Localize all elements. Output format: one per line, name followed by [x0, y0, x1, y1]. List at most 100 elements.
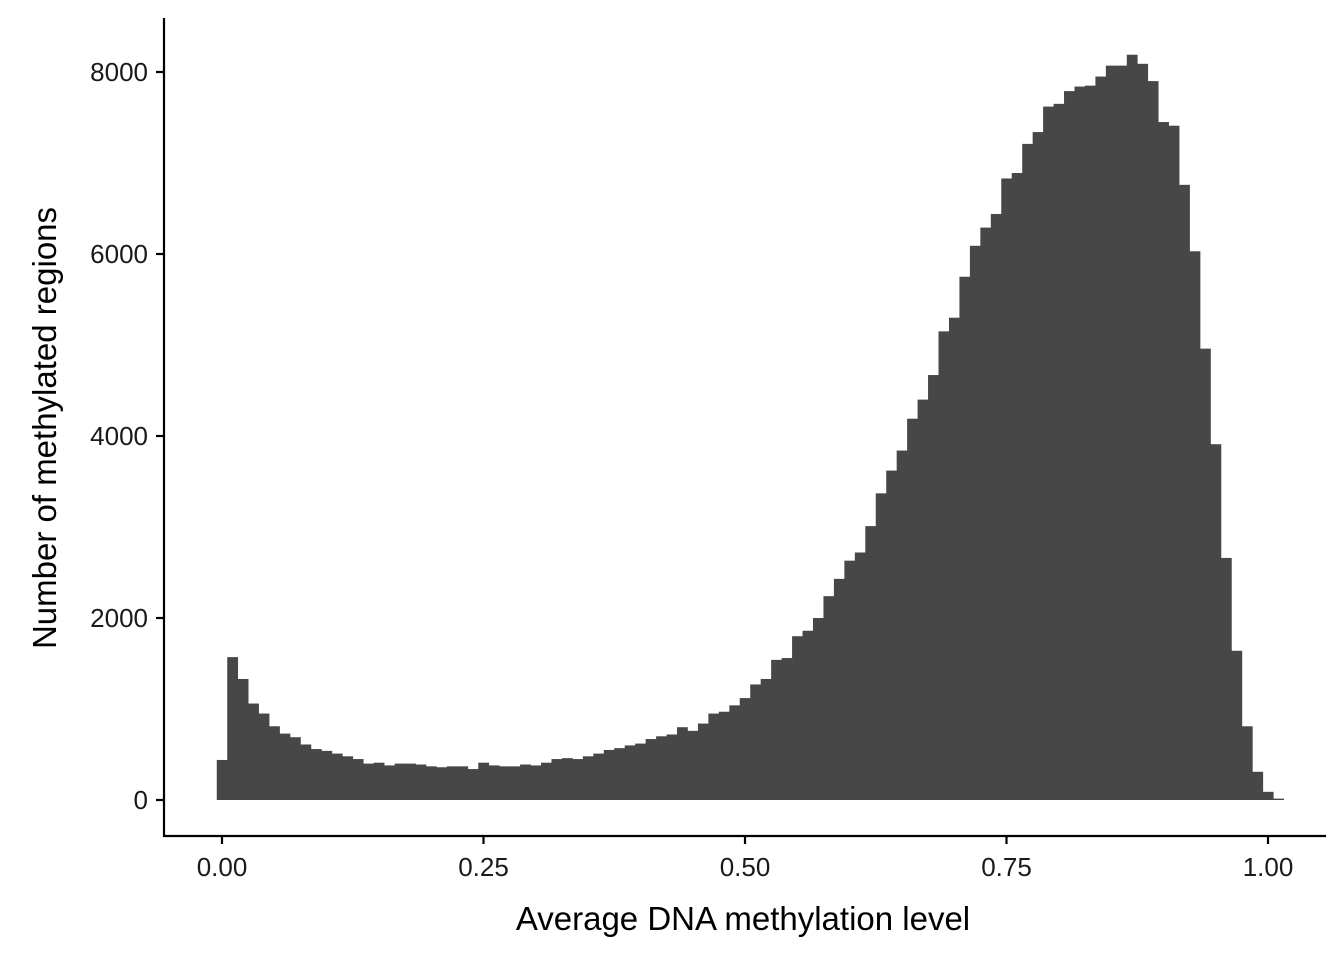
histogram-bar [948, 317, 960, 800]
histogram-bar [405, 763, 416, 800]
histogram-bar [959, 276, 971, 800]
histogram-bar [928, 375, 939, 800]
histogram-bar [384, 765, 395, 800]
histogram-bar [645, 739, 657, 800]
histogram-bar [792, 636, 803, 800]
x-tick-label: 0.75 [981, 852, 1032, 882]
bars-layer [216, 54, 1285, 801]
histogram-bar [718, 711, 730, 800]
histogram-bar [1231, 650, 1243, 800]
histogram-bar [551, 759, 563, 800]
histogram-bar [582, 756, 594, 800]
histogram-bar [457, 766, 469, 800]
histogram-bar [258, 713, 270, 800]
y-tick-label: 8000 [90, 57, 148, 87]
histogram-bar [875, 493, 887, 800]
histogram-bar [1158, 122, 1169, 801]
histogram-bar [499, 766, 510, 800]
histogram-bar [289, 737, 301, 800]
histogram-bar [624, 745, 636, 800]
histogram-bar [1011, 173, 1023, 800]
histogram-bar [781, 658, 793, 800]
histogram-bar [478, 762, 490, 800]
histogram-bar [1200, 348, 1211, 800]
y-tick-label: 4000 [90, 421, 148, 451]
histogram-bar [1053, 103, 1065, 801]
histogram-bar [666, 734, 678, 800]
histogram-bar [1168, 125, 1180, 800]
x-ticks-layer: 0.00 0.25 0.50 0.75 1.00 [197, 836, 1294, 882]
histogram-bar [739, 698, 751, 800]
histogram-bar [969, 245, 981, 800]
histogram-bar [1105, 65, 1117, 800]
histogram-bar [1262, 791, 1274, 800]
histogram-bar [812, 618, 824, 800]
histogram-bar [1189, 251, 1201, 800]
x-tick-label: 0.00 [197, 852, 248, 882]
histogram-bar [1273, 798, 1285, 800]
histogram-bar [656, 736, 667, 800]
histogram-bar [1179, 184, 1190, 801]
histogram-bar [467, 769, 479, 800]
histogram-bar [760, 678, 772, 800]
histogram-bar [321, 750, 333, 800]
histogram-bar [708, 713, 720, 800]
histogram-bar [352, 759, 364, 800]
histogram-bar [687, 730, 699, 800]
histogram-bar [227, 657, 239, 800]
histogram-bar [520, 764, 531, 800]
histogram-bar [1043, 106, 1054, 800]
histogram-bar [248, 703, 259, 800]
histogram-bar [750, 684, 762, 800]
histogram-bar [342, 756, 354, 800]
x-tick-label: 0.25 [458, 852, 509, 882]
histogram-bar [1095, 76, 1107, 801]
histogram-bar [1126, 54, 1138, 800]
histogram-bar [990, 213, 1002, 800]
histogram-bar [1252, 771, 1264, 800]
histogram-bar [216, 759, 228, 800]
histogram-bar [363, 763, 375, 800]
histogram-bar [310, 749, 322, 800]
histogram-bar [938, 331, 950, 800]
histogram-bar [561, 758, 573, 800]
x-tick-label: 1.00 [1243, 852, 1294, 882]
histogram-bar [541, 762, 552, 800]
histogram-bar [237, 678, 249, 800]
histogram-bar [415, 764, 427, 800]
histogram-bar [436, 767, 448, 800]
histogram-bar [1022, 143, 1033, 800]
histogram-bar [917, 399, 929, 800]
x-tick-label: 0.50 [720, 852, 771, 882]
histogram-bar [697, 723, 709, 800]
y-ticks-layer: 0 2000 4000 6000 8000 [90, 57, 164, 815]
histogram-bar [373, 762, 385, 800]
histogram-bar [1074, 86, 1086, 800]
histogram-bar [1137, 63, 1149, 801]
histogram-bar [269, 726, 280, 800]
histogram-bar [1116, 65, 1128, 800]
histogram-bar [331, 753, 343, 800]
histogram-bar [279, 733, 291, 800]
histogram-bar [677, 727, 688, 800]
histogram-bar [896, 450, 908, 800]
y-axis-title: Number of methylated regions [26, 207, 63, 649]
histogram-bar [488, 765, 500, 800]
histogram-bar [530, 765, 542, 800]
histogram-bar [865, 526, 877, 800]
histogram-bar [980, 227, 992, 801]
histogram-bar [1147, 81, 1159, 801]
histogram-bar [1064, 91, 1075, 801]
y-tick-label: 6000 [90, 239, 148, 269]
y-tick-label: 2000 [90, 603, 148, 633]
histogram-bar [446, 766, 458, 800]
histogram-bar [509, 766, 521, 800]
histogram-bar [614, 748, 626, 800]
histogram-bar [844, 560, 856, 800]
histogram-bar [833, 578, 845, 800]
histogram-bar [425, 766, 437, 800]
histogram-bar [394, 763, 406, 800]
histogram-bar [635, 743, 646, 800]
histogram-bar [886, 470, 898, 800]
